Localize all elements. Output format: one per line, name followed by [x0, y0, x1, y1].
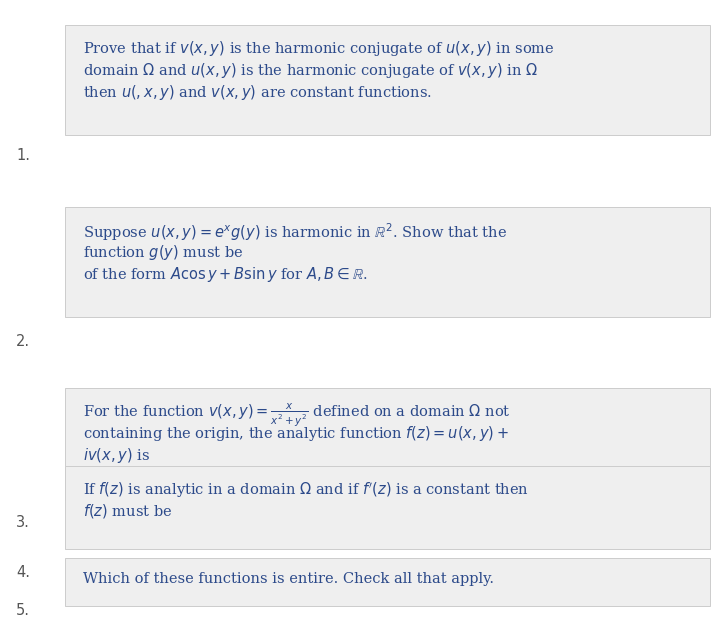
FancyBboxPatch shape	[65, 466, 710, 549]
Text: of the form $A\cos y + B\sin y$ for $A, B \in \mathbb{R}$.: of the form $A\cos y + B\sin y$ for $A, …	[83, 265, 368, 284]
Text: $iv(x, y)$ is: $iv(x, y)$ is	[83, 446, 150, 465]
Text: Suppose $u(x, y) = e^x g(y)$ is harmonic in $\mathbb{R}^2$. Show that the: Suppose $u(x, y) = e^x g(y)$ is harmonic…	[83, 221, 507, 243]
Text: 2.: 2.	[16, 334, 30, 349]
FancyBboxPatch shape	[65, 558, 710, 606]
Text: If $f(z)$ is analytic in a domain $\Omega$ and if $f'(z)$ is a constant then: If $f(z)$ is analytic in a domain $\Omeg…	[83, 480, 529, 500]
Text: $f(z)$ must be: $f(z)$ must be	[83, 502, 172, 520]
Text: For the function $v(x, y) = \frac{x}{x^2+y^2}$ defined on a domain $\Omega$ not: For the function $v(x, y) = \frac{x}{x^2…	[83, 402, 510, 429]
FancyBboxPatch shape	[65, 388, 710, 500]
Text: 3.: 3.	[16, 515, 30, 530]
Text: Which of these functions is entire. Check all that apply.: Which of these functions is entire. Chec…	[83, 572, 494, 586]
Text: 1.: 1.	[16, 148, 30, 163]
FancyBboxPatch shape	[65, 207, 710, 317]
Text: 5.: 5.	[16, 603, 30, 618]
Text: domain $\Omega$ and $u(x, y)$ is the harmonic conjugate of $v(x, y)$ in $\Omega$: domain $\Omega$ and $u(x, y)$ is the har…	[83, 61, 538, 80]
Text: Prove that if $v(x, y)$ is the harmonic conjugate of $u(x, y)$ in some: Prove that if $v(x, y)$ is the harmonic …	[83, 39, 555, 58]
Text: 4.: 4.	[16, 565, 30, 580]
Text: function $g(y)$ must be: function $g(y)$ must be	[83, 243, 244, 262]
FancyBboxPatch shape	[65, 25, 710, 135]
Text: then $u(, x, y)$ and $v(x, y)$ are constant functions.: then $u(, x, y)$ and $v(x, y)$ are const…	[83, 83, 432, 102]
Text: containing the origin, the analytic function $f(z) = u(x, y) +$: containing the origin, the analytic func…	[83, 424, 509, 443]
